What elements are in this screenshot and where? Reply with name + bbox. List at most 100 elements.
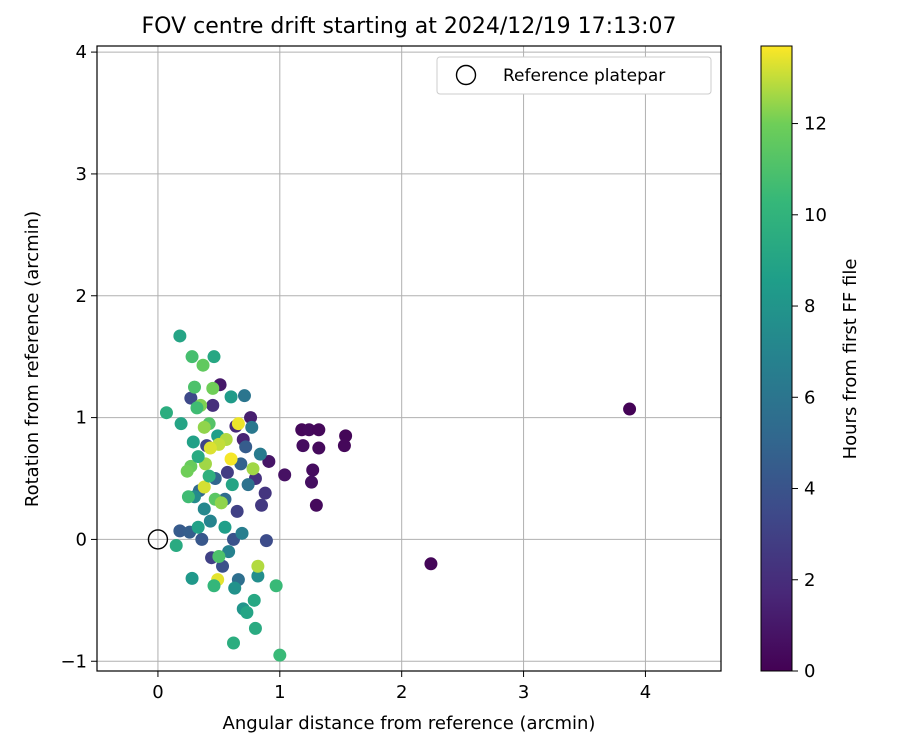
colorbar-tick-label: 12	[804, 114, 827, 135]
data-point	[337, 439, 351, 453]
colorbar-label: Hours from first FF file	[840, 259, 861, 460]
data-point	[173, 524, 187, 538]
data-point	[309, 498, 323, 512]
data-point	[206, 381, 220, 395]
data-point	[185, 350, 199, 364]
data-point	[255, 498, 269, 512]
x-axis-label: Angular distance from reference (arcmin)	[223, 713, 596, 734]
data-point	[207, 350, 221, 364]
grid	[97, 46, 721, 671]
data-point	[269, 579, 283, 593]
data-point	[203, 441, 217, 455]
axis-ticks: 0 1 2 3 4 −1 0 1 2 3 4	[60, 42, 651, 703]
data-point	[306, 463, 320, 477]
data-point	[247, 593, 261, 607]
data-point	[240, 606, 254, 620]
data-point	[159, 406, 173, 420]
x-tick-label: 2	[396, 682, 407, 703]
legend-box	[436, 56, 712, 95]
x-tick-label: 3	[518, 682, 529, 703]
data-point	[202, 469, 216, 483]
colorbar-tick-label: 2	[804, 570, 815, 591]
data-point	[248, 621, 262, 635]
data-point	[191, 520, 205, 534]
data-point	[203, 514, 217, 528]
data-point	[262, 454, 276, 468]
reference-platepar-marker	[147, 529, 169, 550]
data-point	[302, 423, 316, 437]
data-point	[225, 478, 239, 492]
y-tick-label: 2	[76, 286, 87, 307]
data-point	[231, 417, 245, 431]
colorbar-tick-label: 8	[804, 296, 815, 317]
data-point	[245, 420, 259, 434]
colorbar-tick-label: 10	[804, 205, 827, 226]
data-point	[273, 648, 287, 662]
data-point	[234, 457, 248, 471]
data-point	[230, 504, 244, 518]
colorbar-tick-label: 0	[804, 661, 815, 682]
data-point	[259, 534, 273, 548]
data-point	[174, 417, 188, 431]
y-tick-label: 4	[76, 42, 87, 63]
data-point	[278, 468, 292, 482]
data-point	[253, 447, 267, 461]
data-point	[173, 329, 187, 343]
data-point	[241, 478, 255, 492]
data-point	[197, 420, 211, 434]
data-point	[296, 439, 310, 453]
data-points	[159, 329, 637, 662]
data-point	[305, 475, 318, 489]
data-point	[212, 549, 226, 563]
data-point	[623, 402, 637, 416]
data-point	[216, 559, 230, 573]
data-point	[239, 440, 253, 454]
data-point	[251, 559, 265, 573]
data-point	[312, 441, 326, 455]
data-point	[181, 490, 195, 504]
data-point	[188, 380, 201, 394]
data-point	[224, 452, 238, 466]
chart-title: FOV centre drift starting at 2024/12/19 …	[142, 14, 677, 39]
colorbar-ticks: 0 2 4 6 8 10 12	[792, 114, 827, 682]
plot-frame	[96, 45, 722, 672]
data-point	[222, 545, 236, 559]
data-point	[218, 520, 232, 534]
data-point	[206, 398, 220, 412]
data-point	[195, 532, 209, 546]
data-point	[191, 450, 205, 464]
data-point	[197, 502, 211, 516]
data-point	[251, 569, 265, 583]
data-point	[339, 429, 353, 443]
data-point	[246, 462, 260, 476]
data-point	[424, 557, 438, 571]
data-point	[185, 571, 199, 585]
data-point	[235, 526, 249, 540]
data-point	[237, 389, 251, 403]
colorbar-tick-label: 6	[804, 387, 815, 408]
colorbar	[760, 45, 793, 672]
x-tick-label: 0	[152, 682, 163, 703]
data-point	[180, 464, 194, 478]
data-point	[244, 411, 258, 425]
y-tick-label: 1	[76, 408, 87, 429]
data-point	[214, 496, 228, 510]
legend: Reference platepar	[436, 56, 712, 95]
data-point	[312, 423, 326, 437]
data-point	[228, 581, 242, 595]
reference-marker-layer	[147, 529, 169, 550]
data-point	[227, 636, 240, 650]
data-point	[184, 391, 198, 405]
data-point	[169, 539, 183, 553]
y-tick-label: 0	[76, 529, 87, 550]
data-point	[190, 401, 204, 415]
y-tick-label: −1	[60, 651, 87, 672]
data-point	[224, 390, 238, 404]
y-tick-label: 3	[76, 164, 87, 185]
legend-reference-marker	[455, 64, 477, 86]
data-point	[207, 579, 221, 593]
y-axis-label: Rotation from reference (arcmin)	[22, 211, 43, 507]
data-point	[258, 486, 272, 500]
data-point	[196, 358, 210, 372]
